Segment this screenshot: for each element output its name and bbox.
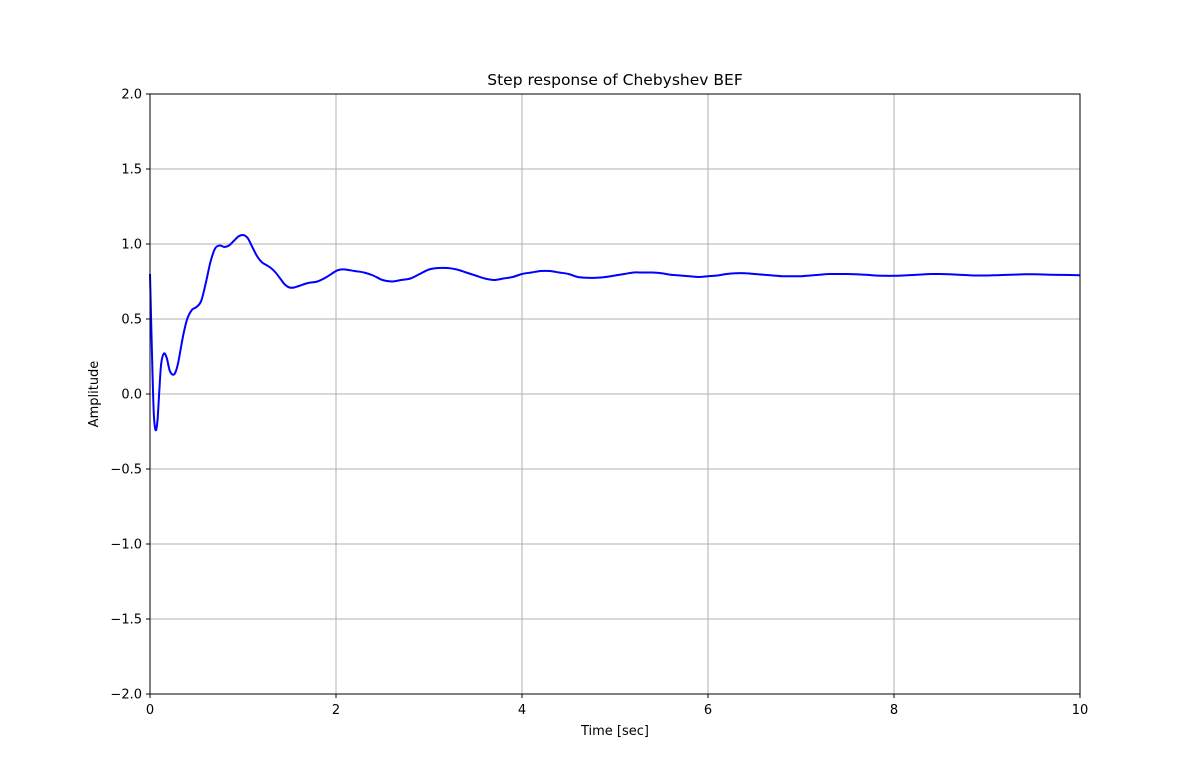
y-tick-label: 1.0 (121, 238, 142, 253)
y-tick-label: −1.0 (110, 538, 142, 553)
x-tick-label: 6 (704, 703, 712, 718)
axis-ticks: 0 2 4 6 8 10 −2.0 −1.5 −1.0 −0.5 0.0 0.5 1.0 1.5 2.0 (110, 88, 1088, 719)
x-tick-label: 2 (332, 703, 340, 718)
series-layer (149, 233, 1081, 432)
x-tick-label: 8 (890, 703, 898, 718)
y-tick-label: 0.5 (121, 313, 142, 328)
chart-title: Step response of Chebyshev BEF (487, 71, 743, 89)
x-tick-label: 10 (1072, 703, 1089, 718)
y-tick-label: −2.0 (110, 688, 142, 703)
y-axis-title: Amplitude (87, 361, 102, 428)
y-tick-label: 0.0 (121, 388, 142, 403)
x-tick-label: 0 (146, 703, 154, 718)
x-axis-title: Time [sec] (580, 724, 649, 739)
y-tick-label: −1.5 (110, 613, 142, 628)
y-tick-label: −0.5 (110, 463, 142, 478)
y-tick-label: 2.0 (121, 88, 142, 103)
x-tick-label: 4 (518, 703, 526, 718)
grid-lines (149, 93, 1081, 695)
y-tick-label: 1.5 (121, 163, 142, 178)
series-line (149, 233, 1081, 432)
